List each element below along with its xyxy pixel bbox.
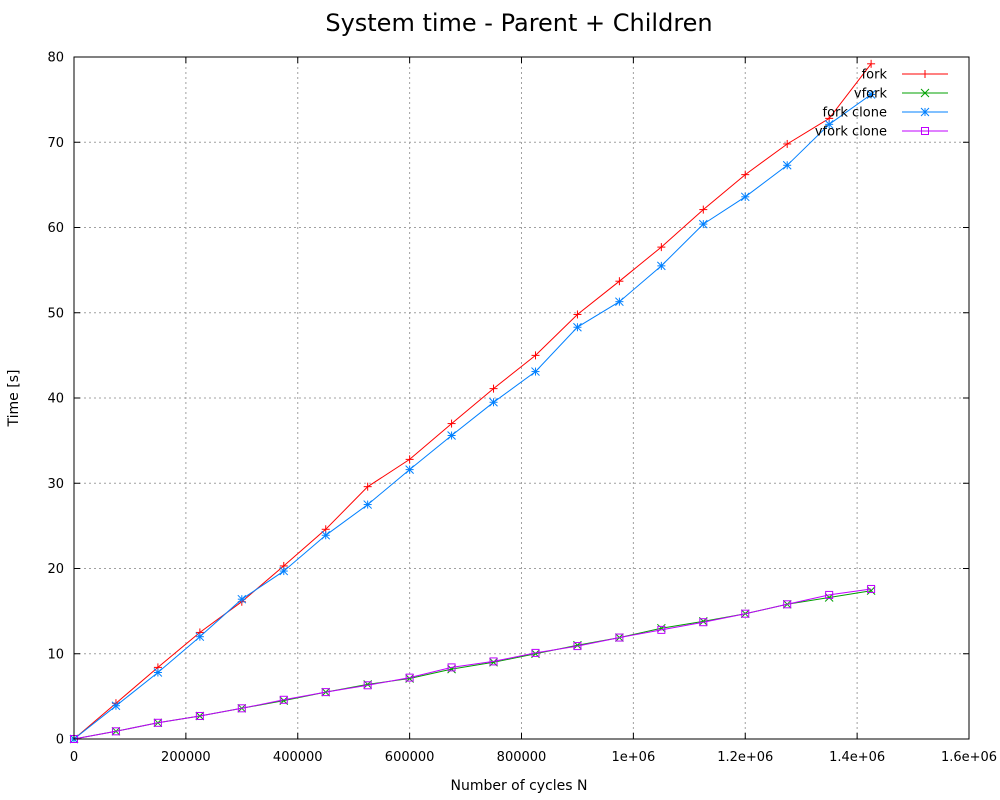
legend-marker-vfork-clone <box>921 127 929 135</box>
data-point-vfork-clone <box>489 657 498 666</box>
data-point-fork-clone <box>740 192 750 202</box>
x-tick-label: 400000 <box>273 750 323 765</box>
y-tick-label: 50 <box>47 306 64 321</box>
y-tick-label: 0 <box>56 733 64 748</box>
data-point-fork-clone <box>489 397 498 407</box>
series-fork <box>70 59 876 743</box>
data-point-vfork-clone <box>867 584 876 593</box>
y-tick-label: 30 <box>47 477 64 492</box>
data-point-fork <box>615 277 624 286</box>
legend-label-fork-clone: fork clone <box>823 106 888 121</box>
data-point-fork-clone <box>279 566 289 576</box>
ticks: 0 200000 400000 600000 800000 1e+06 1.2e+06 1.4… <box>47 51 997 766</box>
data-point-fork-clone <box>405 465 414 474</box>
y-tick-label: 40 <box>47 392 64 407</box>
data-point-vfork-clone <box>573 642 582 651</box>
data-point-fork-clone <box>195 632 205 642</box>
data-point-fork <box>405 455 414 464</box>
data-point-fork-clone <box>237 594 247 604</box>
data-point-fork-clone <box>615 297 624 307</box>
x-tick-label: 1.2e+06 <box>717 750 773 765</box>
y-tick-label: 80 <box>47 51 64 66</box>
grid <box>74 57 969 739</box>
data-point-vfork <box>866 586 876 596</box>
y-tick-label: 60 <box>47 221 64 236</box>
legend-label-vfork: vfork <box>854 87 888 102</box>
data-point-vfork-clone <box>111 727 120 736</box>
data-point-fork <box>489 384 498 393</box>
data-point-fork-clone <box>656 261 666 271</box>
y-tick-label: 70 <box>47 136 64 151</box>
legend-marker-fork <box>921 70 929 78</box>
data-point-vfork-clone <box>237 704 246 713</box>
series-layer <box>69 59 876 744</box>
data-point-vfork-clone <box>195 711 204 720</box>
data-point-vfork-clone <box>657 625 666 634</box>
x-tick-label: 800000 <box>497 750 547 765</box>
data-point-fork-clone <box>321 530 331 540</box>
y-tick-label: 20 <box>47 562 64 577</box>
legend: fork vfork fork clone vfork clone <box>815 68 948 140</box>
y-tick-label: 10 <box>47 647 64 662</box>
series-line-fork <box>73 63 872 740</box>
data-point-vfork-clone <box>363 681 372 690</box>
series-line-fork-clone <box>73 94 872 740</box>
data-point-vfork-clone <box>615 633 624 642</box>
legend-label-fork: fork <box>862 68 888 83</box>
data-point-fork <box>447 419 456 428</box>
data-point-vfork-clone <box>741 609 750 618</box>
data-point-fork-clone <box>866 90 876 99</box>
x-tick-label: 1e+06 <box>612 750 656 765</box>
data-point-fork-clone <box>824 119 834 129</box>
legend-label-vfork-clone: vfork clone <box>815 125 887 140</box>
data-point-fork-clone <box>111 701 121 711</box>
data-point-vfork-clone <box>825 590 834 599</box>
data-point-vfork-clone <box>447 663 456 672</box>
y-axis-label: Time [s] <box>6 370 22 428</box>
data-point-fork <box>699 205 708 214</box>
legend-marker-fork-clone <box>920 107 930 117</box>
data-point-fork-clone <box>782 160 792 170</box>
data-point-vfork-clone <box>279 695 288 704</box>
data-point-fork <box>867 59 876 68</box>
data-point-fork-clone <box>363 500 373 509</box>
data-point-vfork-clone <box>531 648 540 657</box>
x-tick-label: 600000 <box>385 750 435 765</box>
data-point-vfork-clone <box>405 673 414 682</box>
data-point-fork-clone <box>698 219 708 229</box>
data-point-fork <box>741 170 750 179</box>
x-tick-label: 200000 <box>161 750 211 765</box>
data-point-vfork <box>447 664 456 674</box>
data-point-fork <box>657 243 666 252</box>
data-point-fork <box>573 310 582 319</box>
data-point-fork <box>531 351 540 360</box>
data-point-vfork-clone <box>321 688 330 697</box>
data-point-vfork-clone <box>699 618 708 627</box>
series-fork-clone <box>69 90 876 744</box>
series-vfork-clone <box>70 584 876 743</box>
x-tick-label: 1.6e+06 <box>941 750 997 765</box>
data-point-fork <box>783 139 792 148</box>
data-point-fork-clone <box>447 431 456 440</box>
legend-marker-vfork <box>920 88 930 98</box>
chart-title: System time - Parent + Children <box>325 9 712 37</box>
data-point-fork <box>363 482 372 491</box>
x-axis-label: Number of cycles N <box>450 778 587 794</box>
data-point-vfork-clone <box>153 718 162 727</box>
data-point-fork-clone <box>573 322 582 332</box>
data-point-fork-clone <box>531 367 540 376</box>
data-point-fork-clone <box>153 668 163 677</box>
x-tick-label: 0 <box>70 750 78 765</box>
x-tick-label: 1.4e+06 <box>829 750 885 765</box>
data-point-vfork-clone <box>783 600 792 609</box>
series-line-vfork-clone <box>73 588 872 740</box>
